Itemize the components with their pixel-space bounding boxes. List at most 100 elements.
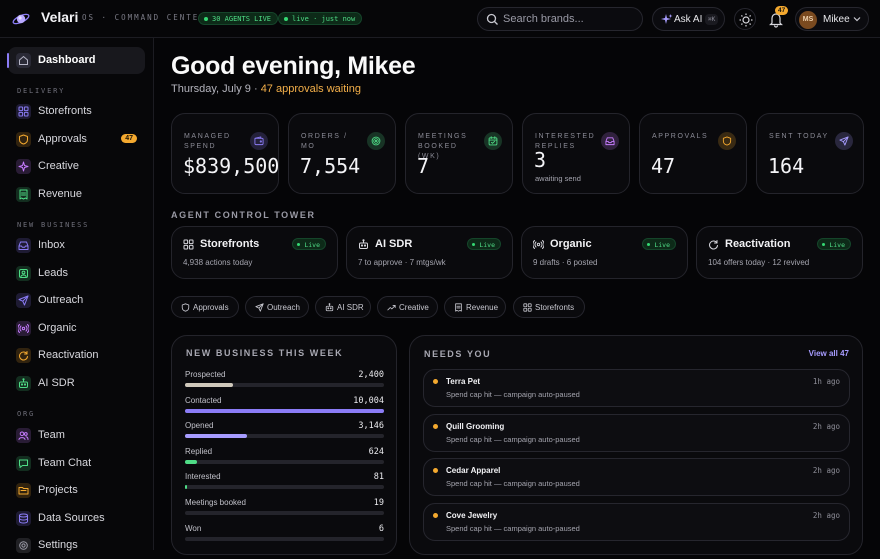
sidebar-item-team[interactable]: Team (8, 422, 145, 449)
receipt-icon (16, 186, 31, 202)
stat-card-meetings-booked-wk[interactable]: MEETINGS BOOKED (WK) 7 (405, 113, 513, 194)
sidebar-item-leads[interactable]: Leads (8, 260, 145, 287)
funnel-row-meetings-booked: Meetings booked 19 (185, 498, 384, 522)
agent-name: AI SDR (375, 238, 413, 250)
view-all-link[interactable]: View all 47 (808, 349, 849, 358)
date-text: Thursday, July 9 (171, 83, 251, 95)
sidebar-item-data-sources[interactable]: Data Sources (8, 505, 145, 532)
grid-icon (183, 239, 194, 250)
needs-you-item[interactable]: Cove Jewelry Spend cap hit — campaign aut… (423, 503, 850, 542)
stat-card-orders-mo[interactable]: ORDERS / MO 7,554 (288, 113, 396, 194)
stat-card-interested-replies[interactable]: INTERESTED REPLIES 3 awaiting send (522, 113, 630, 194)
sidebar-item-organic[interactable]: Organic (8, 315, 145, 342)
alert-description: Spend cap hit — campaign auto-paused (446, 524, 580, 534)
notification-count-badge: 47 (775, 6, 789, 15)
sidebar-item-reactivation[interactable]: Reactivation (8, 342, 145, 369)
stat-card-approvals[interactable]: APPROVALS 47 (639, 113, 747, 194)
sidebar-item-label: AI SDR (38, 376, 75, 389)
funnel-label: Interested (185, 472, 221, 482)
funnel-bar-fill (185, 383, 233, 387)
search-input[interactable]: Search brands... (477, 7, 643, 31)
shield-icon (718, 132, 736, 150)
user-menu[interactable]: MS Mikee (795, 7, 869, 31)
agent-description: 7 to approve · 7 mtgs/wk (358, 258, 446, 267)
quick-link-outreach[interactable]: Outreach (245, 296, 309, 318)
agent-name: Organic (550, 238, 592, 250)
quick-link-approvals[interactable]: Approvals (171, 296, 239, 318)
sidebar-item-label: Reactivation (38, 349, 99, 361)
gear-icon (16, 538, 31, 553)
agent-card-storefronts[interactable]: Storefronts Live 4,938 actions today (171, 226, 338, 279)
top-bar: Velari OS · COMMAND CENTER 30 AGENTS LIV… (0, 0, 880, 38)
send-icon (255, 303, 264, 312)
sidebar-item-outreach[interactable]: Outreach (8, 287, 145, 314)
brand-name: Cove Jewelry (446, 511, 498, 521)
sidebar-section-org: ORG (17, 410, 36, 418)
ask-ai-button[interactable]: Ask AI ⌘K (652, 7, 725, 31)
sidebar-item-team-chat[interactable]: Team Chat (8, 450, 145, 477)
funnel-bar-track (185, 536, 384, 541)
needs-you-item[interactable]: Quill Grooming Spend cap hit — campaign a… (423, 413, 850, 452)
sidebar-item-settings[interactable]: Settings (8, 532, 145, 559)
sidebar-item-storefronts[interactable]: Storefronts (8, 98, 145, 125)
funnel-bar-fill (185, 485, 187, 490)
funnel-bar-fill (185, 434, 247, 439)
sidebar-item-label: Creative (38, 160, 79, 172)
live-badge: Live (292, 238, 326, 250)
funnel-label: Won (185, 523, 202, 533)
sidebar-item-label: Storefronts (38, 105, 92, 117)
folder-icon (16, 483, 31, 498)
theme-toggle-button[interactable] (734, 8, 756, 30)
agent-card-ai-sdr[interactable]: AI SDR Live 7 to approve · 7 mtgs/wk (346, 226, 513, 279)
agent-card-reactivation[interactable]: Reactivation Live 104 offers today · 12 re… (696, 226, 863, 279)
needs-you-item[interactable]: Cedar Apparel Spend cap hit — campaign au… (423, 458, 850, 497)
sidebar-item-inbox[interactable]: Inbox (8, 232, 145, 259)
needs-you-item[interactable]: Terra Pet Spend cap hit — campaign auto-p… (423, 369, 850, 407)
stat-value: 3 (534, 148, 547, 172)
broadcast-icon (533, 240, 544, 249)
shield-icon (181, 303, 190, 312)
send-icon (835, 132, 853, 150)
quick-link-ai-sdr[interactable]: AI SDR (315, 296, 371, 318)
app-name[interactable]: Velari (41, 9, 79, 25)
chat-icon (16, 455, 31, 471)
notifications-button[interactable]: 47 (765, 6, 789, 30)
sidebar-item-label: Leads (38, 266, 68, 279)
wallet-icon (250, 132, 268, 150)
funnel-label: Prospected (185, 370, 226, 379)
approvals-waiting-link[interactable]: 47 approvals waiting (260, 83, 361, 95)
quick-link-revenue[interactable]: Revenue (444, 296, 506, 318)
quick-link-creative[interactable]: Creative (377, 296, 438, 318)
agent-card-organic[interactable]: Organic Live 9 drafts · 6 posted (521, 226, 688, 279)
sidebar-item-revenue[interactable]: Revenue (8, 181, 145, 208)
alert-dot (433, 423, 438, 429)
funnel-row-interested: Interested 81 (185, 472, 384, 496)
page-subtitle: Thursday, July 9 · 47 approvals waiting (171, 83, 361, 95)
sidebar-item-ai-sdr[interactable]: AI SDR (8, 370, 145, 397)
quick-link-label: Approvals (193, 303, 229, 312)
sidebar-item-approvals[interactable]: Approvals 47 (8, 126, 145, 153)
sidebar-section-new-business: NEW BUSINESS (17, 221, 90, 229)
alert-dot (433, 379, 438, 384)
bot-icon (325, 303, 334, 312)
inbox-icon (601, 132, 619, 150)
sidebar-item-label: Projects (38, 484, 78, 496)
users-icon (16, 428, 31, 443)
stat-card-sent-today[interactable]: SENT TODAY 164 (756, 113, 864, 194)
alert-dot (433, 513, 438, 519)
quick-link-storefronts[interactable]: Storefronts (513, 296, 585, 318)
sidebar-item-projects[interactable]: Projects (8, 477, 145, 504)
sidebar-item-dashboard[interactable]: Dashboard (7, 47, 145, 74)
funnel-value: 3,146 (358, 421, 384, 432)
broadcast-icon (16, 320, 31, 336)
sidebar-item-creative[interactable]: Creative (8, 153, 145, 180)
agents-live-badge: 30 AGENTS LIVE (198, 12, 279, 25)
calendar-icon (484, 132, 502, 150)
stat-subtext: awaiting send (535, 174, 581, 183)
stat-card-managed-spend[interactable]: MANAGED SPEND $839,500 (171, 113, 279, 194)
funnel-row-contacted: Contacted 10,004 (185, 396, 384, 420)
funnel-row-replied: Replied 624 (185, 447, 384, 471)
funnel-value: 624 (368, 446, 384, 457)
stat-label: INTERESTED REPLIES (535, 133, 596, 150)
funnel-bar-track (185, 485, 384, 490)
